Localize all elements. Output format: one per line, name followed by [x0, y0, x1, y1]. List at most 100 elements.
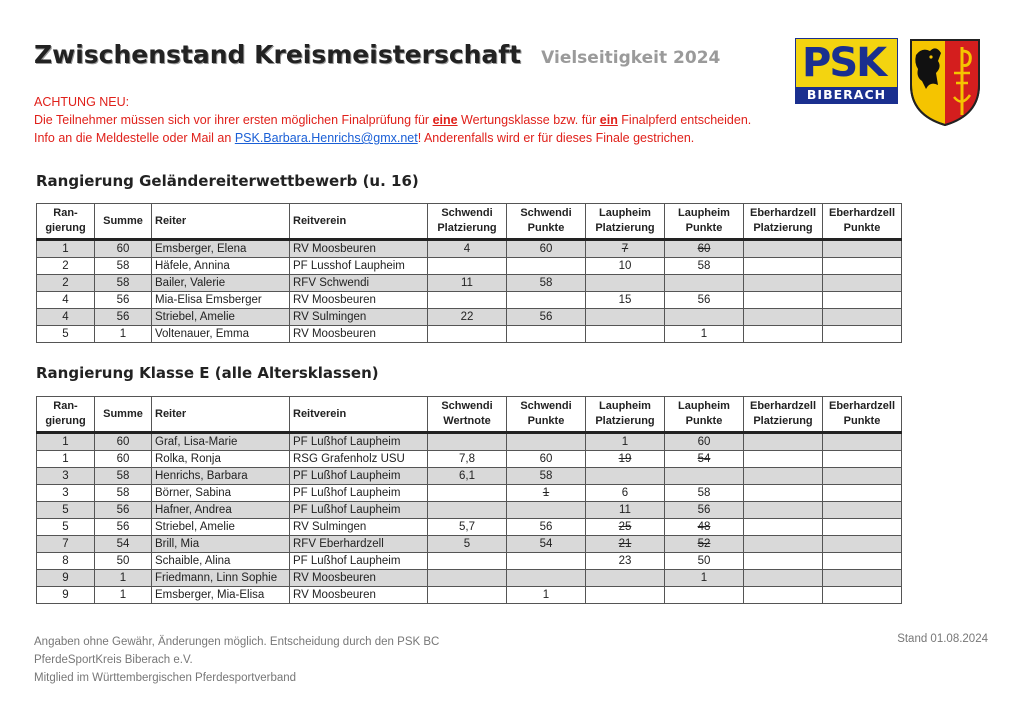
page-subtitle: Vielseitigkeit 2024: [541, 48, 721, 68]
eberhardzell-2-cell: [822, 552, 902, 570]
rider-cell: Striebel, Amelie: [151, 518, 290, 536]
sum-cell: 60: [94, 450, 152, 468]
psk-logo: PSK BIBERACH: [795, 38, 898, 104]
eberhardzell-2-cell: [822, 569, 902, 587]
sum-cell: 1: [94, 586, 152, 604]
rider-cell: Mia-Elisa Emsberger: [151, 291, 290, 309]
column-header: Reiter: [151, 203, 290, 241]
footer: Angaben ohne Gewähr, Änderungen möglich.…: [34, 633, 439, 687]
laupheim-2-cell: 58: [664, 484, 744, 502]
rider-cell: Rolka, Ronja: [151, 450, 290, 468]
column-header: Schwendi Wertnote: [427, 396, 507, 434]
ranking-table-gelaende: Ran- gierung Summe Reiter Reitverein Schwend…: [36, 203, 902, 343]
table-row: 5 56 Hafner, Andrea PF Lußhof Laupheim 11 56: [36, 501, 902, 519]
eberhardzell-2-cell: [822, 239, 902, 258]
laupheim-2-cell: 1: [664, 325, 744, 343]
sum-cell: 58: [94, 274, 152, 292]
laupheim-2-cell: [664, 586, 744, 604]
stand-date: Stand 01.08.2024: [897, 633, 988, 645]
schwendi-2-cell: [506, 501, 586, 519]
club-cell: RSG Grafenholz USU: [289, 450, 428, 468]
sum-cell: 58: [94, 257, 152, 275]
title-row: Zwischenstand Kreismeisterschaft Vielsei…: [34, 40, 720, 69]
club-cell: RV Moosbeuren: [289, 291, 428, 309]
table-header-row: Ran- gierung Summe Reiter Reitverein Schwend…: [36, 396, 902, 434]
rank-cell: 4: [36, 291, 95, 309]
schwendi-1-cell: [427, 501, 507, 519]
laupheim-2-cell: 56: [664, 291, 744, 309]
schwendi-2-cell: 60: [506, 450, 586, 468]
ranking-table-klasse-e: Ran- gierung Summe Reiter Reitverein Schwend…: [36, 396, 902, 604]
club-cell: RV Moosbeuren: [289, 239, 428, 258]
table-row: 1 60 Graf, Lisa-Marie PF Lußhof Laupheim 1 60: [36, 432, 902, 451]
column-header: Eberhardzell Punkte: [822, 203, 902, 241]
coat-of-arms-icon: [910, 39, 980, 127]
laupheim-1-cell: 15: [585, 291, 665, 309]
table-row: 9 1 Friedmann, Linn Sophie RV Moosbeuren 1: [36, 569, 902, 587]
column-header: Eberhardzell Platzierung: [743, 396, 823, 434]
eberhardzell-2-cell: [822, 274, 902, 292]
table-row: 5 56 Striebel, Amelie RV Sulmingen 5,7 56 25 48: [36, 518, 902, 536]
sum-cell: 58: [94, 467, 152, 485]
eberhardzell-1-cell: [743, 535, 823, 553]
laupheim-1-cell: 11: [585, 501, 665, 519]
eberhardzell-2-cell: [822, 518, 902, 536]
rank-cell: 3: [36, 484, 95, 502]
club-cell: PF Lußhof Laupheim: [289, 484, 428, 502]
laupheim-1-cell: [585, 586, 665, 604]
eberhardzell-2-cell: [822, 501, 902, 519]
eberhardzell-1-cell: [743, 569, 823, 587]
notice-emphasis: eine: [432, 113, 458, 127]
notice-emphasis: ein: [599, 113, 618, 127]
column-header: Reiter: [151, 396, 290, 434]
laupheim-2-cell: 1: [664, 569, 744, 587]
column-header: Schwendi Platzierung: [427, 203, 507, 241]
laupheim-2-cell: 60: [664, 239, 744, 258]
column-header: Schwendi Punkte: [506, 203, 586, 241]
laupheim-1-cell: 6: [585, 484, 665, 502]
column-header: Laupheim Punkte: [664, 396, 744, 434]
schwendi-2-cell: [506, 432, 586, 451]
rider-cell: Emsberger, Mia-Elisa: [151, 586, 290, 604]
eberhardzell-2-cell: [822, 450, 902, 468]
schwendi-2-cell: 60: [506, 239, 586, 258]
laupheim-2-cell: 56: [664, 501, 744, 519]
eberhardzell-2-cell: [822, 308, 902, 326]
rider-cell: Striebel, Amelie: [151, 308, 290, 326]
notice-line-contact: Info an die Meldestelle oder Mail an PSK…: [34, 129, 751, 147]
eberhardzell-2-cell: [822, 291, 902, 309]
sum-cell: 56: [94, 308, 152, 326]
eberhardzell-2-cell: [822, 325, 902, 343]
footer-organization: PferdeSportKreis Biberach e.V.: [34, 654, 193, 666]
email-link[interactable]: PSK.Barbara.Henrichs@gmx.net: [234, 131, 418, 145]
eberhardzell-1-cell: [743, 501, 823, 519]
sum-cell: 56: [94, 501, 152, 519]
sum-cell: 60: [94, 432, 152, 451]
column-header: Summe: [94, 396, 152, 434]
laupheim-1-cell: 1: [585, 432, 665, 451]
sum-cell: 54: [94, 535, 152, 553]
rider-cell: Voltenauer, Emma: [151, 325, 290, 343]
table-row: 4 56 Mia-Elisa Emsberger RV Moosbeuren 15 56: [36, 291, 902, 309]
club-cell: RV Moosbeuren: [289, 569, 428, 587]
column-header: Eberhardzell Platzierung: [743, 203, 823, 241]
table-row: 8 50 Schaible, Alina PF Lußhof Laupheim 23 50: [36, 552, 902, 570]
laupheim-1-cell: 23: [585, 552, 665, 570]
column-header: Laupheim Platzierung: [585, 203, 665, 241]
column-header: Schwendi Punkte: [506, 396, 586, 434]
table-row: 3 58 Börner, Sabina PF Lußhof Laupheim 1 6 58: [36, 484, 902, 502]
eberhardzell-1-cell: [743, 432, 823, 451]
eberhardzell-1-cell: [743, 257, 823, 275]
rank-cell: 5: [36, 325, 95, 343]
table-row: 1 60 Emsberger, Elena RV Moosbeuren 4 60 7 60: [36, 239, 902, 258]
club-cell: RFV Eberhardzell: [289, 535, 428, 553]
rank-cell: 4: [36, 308, 95, 326]
sum-cell: 1: [94, 325, 152, 343]
schwendi-1-cell: [427, 432, 507, 451]
rank-cell: 1: [36, 450, 95, 468]
eberhardzell-1-cell: [743, 291, 823, 309]
rider-cell: Graf, Lisa-Marie: [151, 432, 290, 451]
club-cell: RV Moosbeuren: [289, 325, 428, 343]
rider-cell: Hafner, Andrea: [151, 501, 290, 519]
table-header-row: Ran- gierung Summe Reiter Reitverein Schwend…: [36, 203, 902, 241]
